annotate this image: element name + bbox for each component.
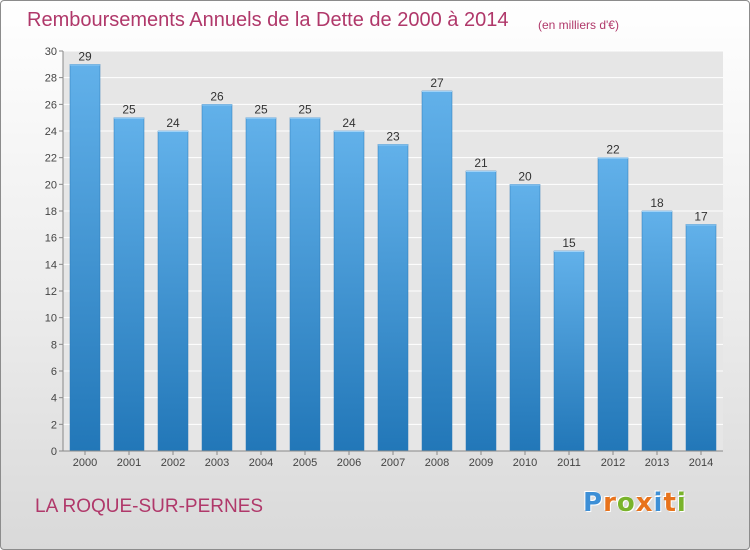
bar-2005 <box>289 117 321 452</box>
bar-2002 <box>157 130 189 452</box>
x-tick-label: 2003 <box>205 457 229 469</box>
bar-value-label: 17 <box>694 209 708 223</box>
y-tick-label: 30 <box>45 46 57 58</box>
x-tick-label: 2014 <box>689 457 713 469</box>
y-tick-label: 8 <box>51 339 57 351</box>
y-tick-label: 10 <box>45 313 57 325</box>
bar-2010 <box>509 184 541 452</box>
y-tick-label: 14 <box>45 259 57 271</box>
bar-2004 <box>245 117 277 452</box>
y-tick-label: 24 <box>45 126 57 138</box>
y-tick-label: 22 <box>45 153 57 165</box>
y-tick-label: 20 <box>45 179 57 191</box>
bar-value-label: 22 <box>606 143 620 157</box>
bar-value-label: 25 <box>254 103 268 117</box>
logo-letter: P <box>583 488 604 518</box>
bar-2012 <box>597 157 629 452</box>
y-tick-label: 16 <box>45 233 57 245</box>
bar-2001 <box>113 117 145 452</box>
y-tick-label: 18 <box>45 206 57 218</box>
bar-value-label: 18 <box>650 196 664 210</box>
proxiti-logo: Proxiti <box>583 488 687 518</box>
logo-letter: o <box>616 488 636 518</box>
y-tick-label: 4 <box>51 393 57 405</box>
x-tick-label: 2007 <box>381 457 405 469</box>
chart-unit-note: (en milliers d'€) <box>538 18 619 32</box>
bar-2003 <box>201 104 233 452</box>
x-tick-label: 2006 <box>337 457 361 469</box>
bar-2013 <box>641 210 673 452</box>
bar-value-label: 23 <box>386 129 400 143</box>
logo-letter: i <box>676 488 687 518</box>
bar-2008 <box>421 90 453 452</box>
logo-letter: i <box>653 488 664 518</box>
x-tick-label: 2001 <box>117 457 141 469</box>
y-tick-label: 0 <box>51 446 57 458</box>
x-tick-label: 2010 <box>513 457 537 469</box>
x-tick-label: 2012 <box>601 457 625 469</box>
bar-2011 <box>553 250 585 452</box>
bar-value-label: 29 <box>78 49 92 63</box>
bar-value-label: 27 <box>430 76 444 90</box>
commune-name: LA ROQUE-SUR-PERNES <box>35 496 264 517</box>
x-tick-label: 2009 <box>469 457 493 469</box>
y-tick-label: 6 <box>51 366 57 378</box>
x-tick-label: 2013 <box>645 457 669 469</box>
x-tick-label: 2011 <box>557 457 581 469</box>
bar-value-label: 25 <box>298 103 312 117</box>
x-tick-label: 2002 <box>161 457 185 469</box>
logo-letter: r <box>603 488 617 518</box>
bar-value-label: 25 <box>122 103 136 117</box>
bar-value-label: 24 <box>342 116 356 130</box>
y-tick-label: 2 <box>51 419 57 431</box>
logo-letter: t <box>663 488 677 518</box>
bar-2000 <box>69 64 101 452</box>
bar-value-label: 20 <box>518 169 532 183</box>
x-tick-label: 2004 <box>249 457 273 469</box>
bar-2009 <box>465 170 497 452</box>
x-tick-label: 2000 <box>73 457 97 469</box>
x-tick-label: 2005 <box>293 457 317 469</box>
bar-2007 <box>377 144 409 452</box>
bar-value-label: 15 <box>562 236 576 250</box>
y-tick-label: 12 <box>45 286 57 298</box>
bar-value-label: 21 <box>474 156 488 170</box>
bar-2014 <box>685 224 717 452</box>
chart-title: Remboursements Annuels de la Dette de 20… <box>27 9 509 31</box>
x-tick-label: 2008 <box>425 457 449 469</box>
y-tick-label: 28 <box>45 73 57 85</box>
bar-value-label: 24 <box>166 116 180 130</box>
y-tick-label: 26 <box>45 99 57 111</box>
bar-2006 <box>333 130 365 452</box>
logo-letter: x <box>635 488 654 518</box>
bar-value-label: 26 <box>210 89 224 103</box>
